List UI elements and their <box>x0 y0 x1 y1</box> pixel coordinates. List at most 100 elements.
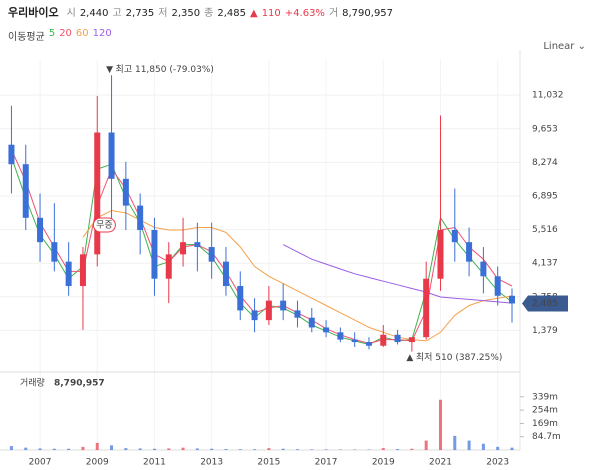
x-tick-label: 2011 <box>143 458 166 468</box>
volume-label: 거 <box>328 8 339 19</box>
candle-body <box>165 254 172 279</box>
annotation-arrow: ▲ <box>406 353 413 363</box>
candle-body <box>408 337 415 343</box>
quote-value: 2,485 <box>217 8 246 19</box>
volume-tick-label: 254m <box>532 406 558 416</box>
annotation-text: 최고 11,850 (-79.03%) <box>116 64 214 75</box>
y-tick-label: 8,274 <box>532 158 558 168</box>
candle-body <box>180 242 187 255</box>
event-label: 무증 <box>96 220 113 231</box>
volume-bar <box>124 448 128 450</box>
volume-bar <box>467 440 471 450</box>
volume-bar <box>67 448 71 450</box>
x-tick-label: 2023 <box>486 458 509 468</box>
candle-body <box>79 254 86 287</box>
candle-body <box>37 217 44 243</box>
candle-body <box>151 229 158 279</box>
x-tick-label: 2009 <box>86 458 109 468</box>
y-tick-label: 5,516 <box>532 225 558 235</box>
candle-body <box>108 132 115 179</box>
volume-tick-label: 84.7m <box>532 432 561 442</box>
x-tick-label: 2019 <box>372 458 395 468</box>
volume-bar <box>481 443 485 450</box>
candle-body <box>8 144 15 165</box>
volume-bar <box>181 447 185 450</box>
legend-entry: 20 <box>59 28 72 39</box>
volume-bar <box>295 449 299 450</box>
candle-body <box>137 205 144 230</box>
volume-bar <box>38 448 42 450</box>
volume-value: 8,790,957 <box>342 8 394 19</box>
volume-tick-label: 339m <box>532 392 558 402</box>
x-tick-label: 2017 <box>315 458 338 468</box>
candle-body <box>494 276 501 296</box>
y-tick-label: 9,653 <box>532 124 558 134</box>
quote-value: 2,735 <box>125 8 155 19</box>
legend-entry: 5 <box>48 28 56 39</box>
y-tick-label: 6,895 <box>532 191 558 201</box>
candle-body <box>466 242 473 262</box>
candle-body <box>323 327 330 333</box>
quote-value: 2,440 <box>79 8 109 19</box>
ma-line <box>282 244 513 304</box>
volume-bar <box>238 449 242 450</box>
legend-entry: 120 <box>92 28 112 39</box>
volume-bar <box>410 448 414 450</box>
scale-selector[interactable]: Linear ⌄ <box>543 41 586 52</box>
volume-bar <box>496 446 500 450</box>
change-value: 110 <box>261 8 281 19</box>
x-tick-label: 2015 <box>257 458 280 468</box>
x-tick-label: 2007 <box>29 458 52 468</box>
candle-body <box>437 229 444 279</box>
volume-bar <box>24 447 28 450</box>
candle-body <box>351 339 358 343</box>
candle-body <box>22 164 29 218</box>
candle-body <box>423 278 430 338</box>
quote-label: 고 <box>112 8 122 19</box>
candle-body <box>222 261 229 287</box>
volume-bar <box>81 446 85 450</box>
volume-bar <box>324 449 328 450</box>
x-tick-label: 2021 <box>429 458 452 468</box>
scale-label[interactable]: Linear <box>543 41 575 52</box>
volume-bar <box>510 447 514 450</box>
volume-tick-label: 169m <box>532 419 558 429</box>
event-badge <box>92 217 116 233</box>
candle-body <box>237 286 244 311</box>
candle-body <box>122 178 129 206</box>
quote-value: 2,350 <box>171 8 201 19</box>
candle-body <box>51 242 58 262</box>
candle-body <box>508 295 515 304</box>
y-tick-label: 11,032 <box>532 91 564 101</box>
volume-title: 거래량 <box>20 377 45 389</box>
quote-label: 시 <box>66 8 76 19</box>
candle-body <box>265 300 272 321</box>
stock-name: 우리바이오 <box>8 6 59 19</box>
candle-body <box>251 310 258 321</box>
candle-body <box>365 342 372 346</box>
annotation-text: 최저 510 (387.25%) <box>416 352 503 363</box>
volume-bar <box>281 448 285 450</box>
price-tag-label: 2,485 <box>532 299 558 309</box>
candle-body <box>380 334 387 346</box>
quote-label: 종 <box>204 8 214 19</box>
candle-body <box>280 300 287 311</box>
y-tick-label: 4,137 <box>532 259 558 269</box>
event-marker: 무증 <box>92 217 116 233</box>
candle-body <box>451 229 458 243</box>
volume-bar <box>438 399 442 450</box>
volume-bar <box>310 449 314 450</box>
candle-body <box>308 317 315 328</box>
legend-entry: 60 <box>75 28 89 39</box>
volume-bar <box>167 448 171 450</box>
price-tag <box>522 295 568 312</box>
volume-bar <box>210 448 214 450</box>
volume-bar <box>224 449 228 450</box>
candle-body <box>337 332 344 340</box>
volume-bar <box>424 440 428 450</box>
candle-body <box>294 310 301 318</box>
candle-body <box>194 242 201 248</box>
volume-bar <box>152 448 156 450</box>
candle-body <box>208 247 215 262</box>
